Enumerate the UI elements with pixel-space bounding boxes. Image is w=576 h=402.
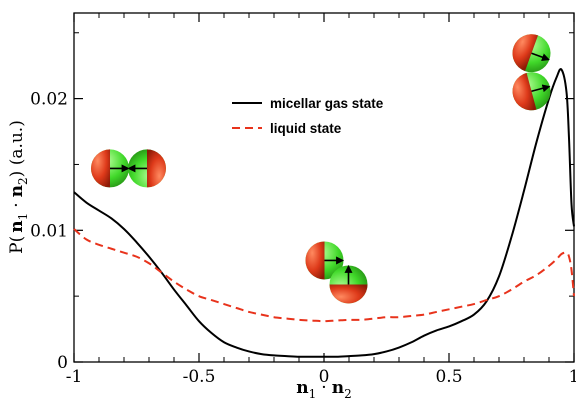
orientation-arrow bbox=[531, 84, 551, 93]
molecule-sphere-left bbox=[91, 149, 130, 188]
molecule-sphere-lower bbox=[512, 72, 551, 111]
orientation-arrow bbox=[531, 52, 550, 61]
y-tick-label-1: 0.01 bbox=[30, 221, 68, 241]
x-axis-label: n1 · n2 bbox=[296, 378, 351, 401]
molecule-sphere-upper bbox=[305, 241, 345, 280]
x-tick-label-1: -0.5 bbox=[183, 367, 216, 387]
x-tick-label-0: -1 bbox=[66, 367, 83, 387]
x-tick-label-3: 0.5 bbox=[435, 367, 462, 387]
inset-antiparallel-pair bbox=[91, 149, 166, 188]
molecule-insets bbox=[91, 34, 551, 304]
inset-parallel-pair bbox=[512, 34, 551, 111]
tick-labels: -1 -0.5 0 0.5 1 0 0.01 0.02 bbox=[30, 90, 576, 387]
y-axis-label: P(n1·n2) (a.u.) bbox=[7, 120, 30, 254]
plot-frame bbox=[73, 12, 575, 363]
molecule-sphere-right bbox=[127, 149, 166, 188]
y-tick-label-0: 0 bbox=[57, 353, 68, 373]
x-tick-label-2: 0 bbox=[319, 367, 330, 387]
molecule-sphere-upper bbox=[512, 34, 551, 73]
x-tick-label-4: 1 bbox=[569, 367, 576, 387]
data-series bbox=[73, 68, 575, 358]
axis-ticks bbox=[73, 13, 575, 363]
series-line-liquid bbox=[73, 228, 575, 323]
legend: micellar gas state liquid state bbox=[232, 96, 384, 136]
y-tick-label-2: 0.02 bbox=[30, 90, 68, 110]
molecule-sphere-lower bbox=[329, 264, 368, 304]
series-line-micellar-gas bbox=[73, 68, 575, 358]
legend-label-liquid: liquid state bbox=[270, 121, 342, 136]
legend-label-micellar: micellar gas state bbox=[270, 96, 384, 111]
inset-perpendicular-pair bbox=[305, 241, 368, 304]
